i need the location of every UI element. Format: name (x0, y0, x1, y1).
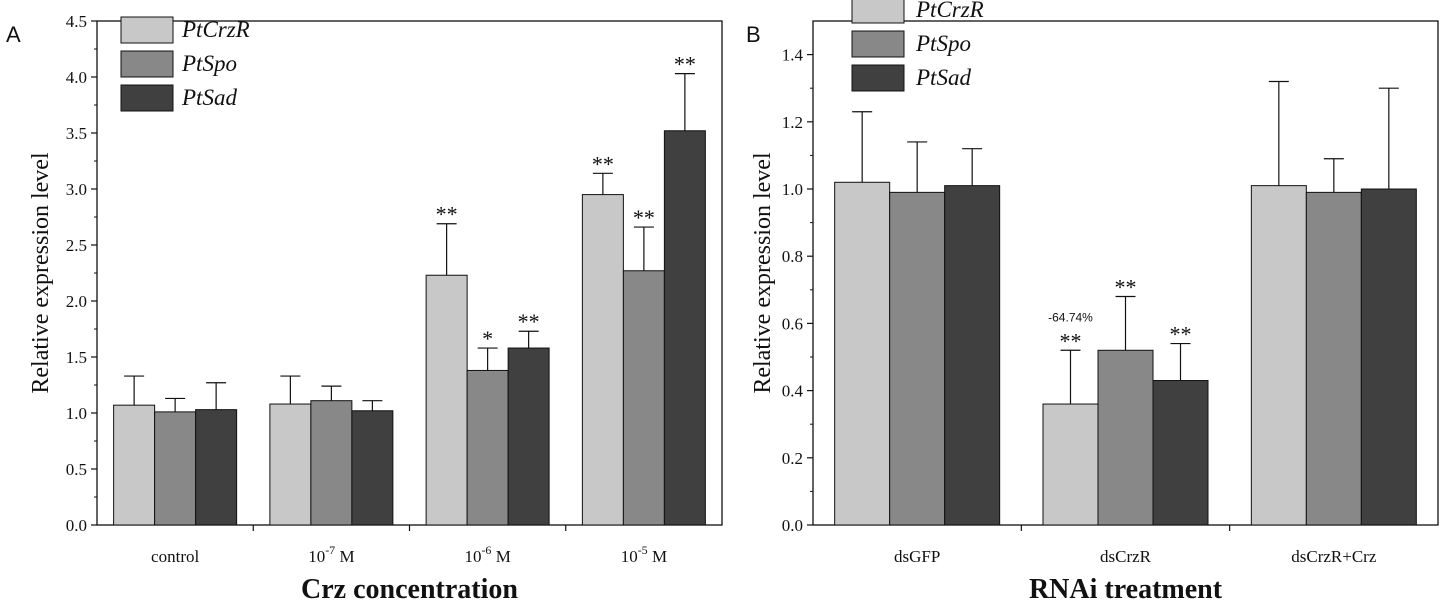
bar-ptsad-1 (351, 410, 394, 526)
x-category-label: control (151, 547, 199, 566)
legend-swatch-ptspo (851, 30, 905, 58)
x-category-label: 10-6 M (464, 543, 510, 566)
y-tick-label: 3.5 (66, 124, 87, 143)
legend-swatch-ptsad (120, 84, 174, 112)
legend-swatch-ptcrzr (851, 0, 905, 24)
bar-ptsad-0 (195, 409, 238, 526)
significance-label: ** (436, 202, 458, 227)
y-tick-label: 1.4 (782, 46, 804, 65)
legend-label-ptcrzr: PtCrzR (915, 0, 984, 22)
legend-label-ptspo: PtSpo (181, 51, 237, 76)
significance-label: ** (633, 205, 655, 230)
y-tick-label: 1.0 (782, 180, 803, 199)
bar-ptcrzr-0 (113, 404, 156, 526)
legend-swatch-ptsad (851, 64, 905, 92)
x-axis-title: Crz concentration (301, 574, 518, 604)
x-category-label: dsCrzR (1100, 547, 1152, 566)
y-tick-label: 0.2 (782, 449, 803, 468)
legend-swatch-ptspo (120, 50, 174, 78)
x-category-label: 10-5 M (621, 543, 667, 566)
y-tick-label: 0.5 (66, 460, 87, 479)
y-tick-label: 4.0 (66, 68, 87, 87)
bar-ptsad-3 (663, 130, 706, 526)
bar-ptspo-0 (154, 411, 197, 526)
significance-label: ** (1060, 328, 1082, 353)
legend-label-ptcrzr: PtCrzR (181, 17, 250, 42)
y-tick-label: 2.5 (66, 236, 87, 255)
y-tick-label: 0.6 (782, 314, 803, 333)
y-tick-label: 3.0 (66, 180, 87, 199)
significance-label: ** (674, 52, 696, 77)
y-tick-label: 1.2 (782, 113, 803, 132)
y-tick-label: 1.0 (66, 404, 87, 423)
x-category-label: dsGFP (894, 547, 940, 566)
percent-annotation: -64.74% (1048, 310, 1093, 324)
panel-label-b: B (746, 22, 761, 47)
y-tick-label: 0.0 (66, 516, 87, 535)
bar-ptcrzr-1 (269, 403, 312, 526)
x-category-label: 10-7 M (308, 543, 354, 566)
legend-label-ptsad: PtSad (915, 65, 971, 90)
x-axis-title: RNAi treatment (1029, 574, 1223, 604)
x-category-label: dsCrzR+Crz (1291, 547, 1377, 566)
bar-ptsad-2 (1360, 188, 1417, 526)
y-tick-label: 4.5 (66, 12, 87, 31)
bar-ptspo-0 (889, 191, 946, 526)
legend-label-ptsad: PtSad (181, 85, 237, 110)
y-tick-label: 2.0 (66, 292, 87, 311)
significance-label: ** (1115, 275, 1137, 300)
bar-ptcrzr-3 (581, 194, 624, 526)
y-tick-label: 0.0 (782, 516, 803, 535)
significance-label: ** (592, 151, 614, 176)
bar-ptcrzr-0 (834, 181, 891, 526)
panel-label-a: A (6, 22, 21, 47)
chart-b: 0.0 0.2 0.4 0.6 0.8 1.0 1.2 1.4 dsGFP dsCrzR dsCrz… (750, 0, 1439, 604)
significance-label: * (482, 326, 493, 351)
bar-ptsad-1 (1152, 380, 1209, 526)
legend-swatch-ptcrzr (120, 16, 174, 44)
bar-ptsad-0 (944, 185, 1001, 526)
y-axis-title: Relative expression level (28, 152, 54, 394)
y-tick-label: 0.8 (782, 247, 803, 266)
significance-label: ** (518, 309, 540, 334)
bar-ptcrzr-1 (1042, 403, 1099, 526)
bar-ptcrzr-2 (1250, 185, 1307, 526)
bar-ptcrzr-2 (425, 274, 468, 526)
bar-ptspo-2 (466, 369, 509, 526)
significance-label: ** (1170, 322, 1192, 347)
y-tick-label: 0.4 (782, 382, 804, 401)
y-tick-label: 1.5 (66, 348, 87, 367)
bar-ptspo-3 (622, 270, 665, 526)
y-axis-title: Relative expression level (750, 152, 776, 394)
chart-a: 0.0 0.5 1.0 1.5 2.0 2.5 3.0 3.5 4.0 4.5 control 10-… (28, 12, 723, 604)
bar-ptsad-2 (507, 347, 550, 526)
bar-ptspo-1 (1097, 349, 1154, 526)
bar-ptspo-2 (1305, 191, 1362, 526)
legend-label-ptspo: PtSpo (915, 31, 971, 56)
bar-ptspo-1 (310, 400, 353, 526)
